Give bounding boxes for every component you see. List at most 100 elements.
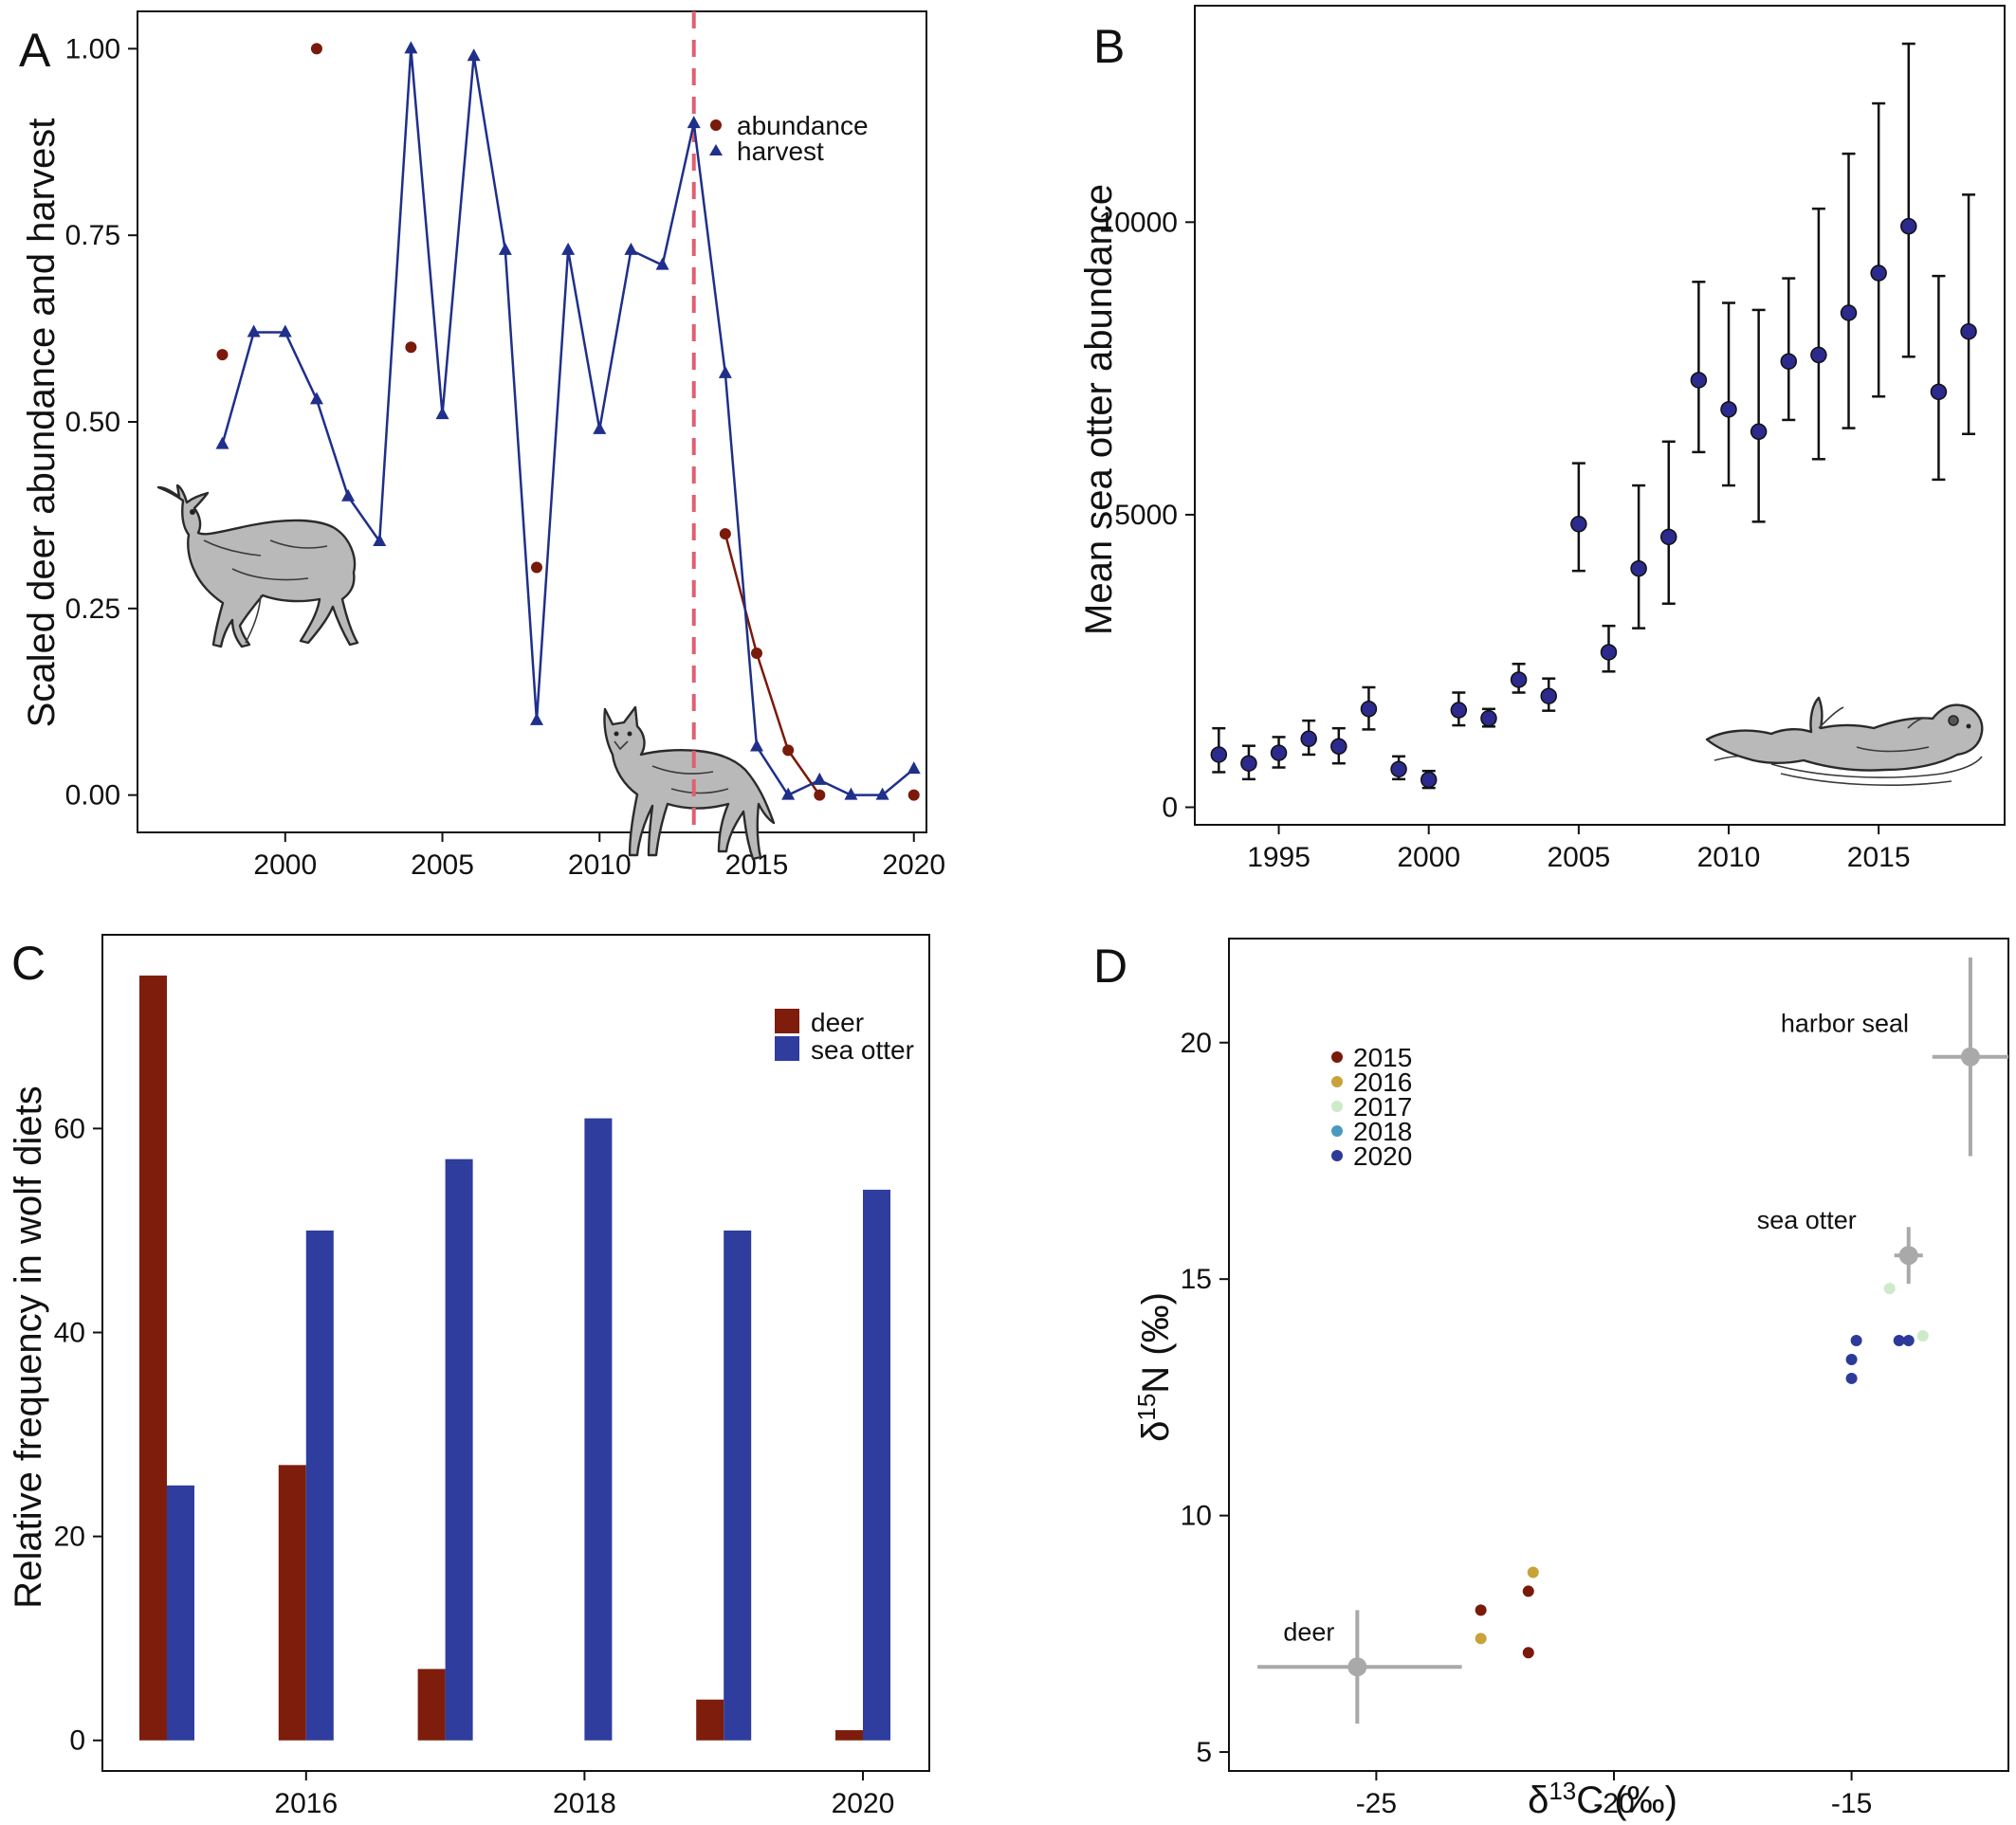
panel-d-letter: D [1093, 940, 1127, 993]
deer-bar-2019 [696, 1699, 724, 1741]
sea-otter-bar-2019 [724, 1230, 752, 1741]
sea-otter-illustration [1705, 696, 1984, 786]
panel-b: B Mean sea otter abundance 0 5000 10000 19… [1078, 5, 2006, 873]
abundance-point-2015 [751, 648, 763, 660]
deer-bar-2017 [417, 1669, 446, 1741]
otter-point-2001 [1450, 702, 1468, 719]
panel-b-y-axis-label: Mean sea otter abundance [1078, 184, 1120, 635]
sea-otter-bar-2020 [863, 1189, 890, 1741]
deer-bar-2015 [139, 976, 167, 1741]
x-tick-label: 2018 [553, 1788, 616, 1819]
deer-bar-2020 [835, 1729, 863, 1741]
otter-point-2017 [1930, 383, 1948, 401]
y-tick-label: 5 [1196, 1737, 1212, 1768]
otter-point-1997 [1330, 738, 1347, 756]
legend-2016-label: 2016 [1353, 1068, 1412, 1097]
panel-c-plot-frame [101, 934, 930, 1772]
abundance-point-2001 [310, 43, 322, 55]
panel-d-plot-frame [1228, 938, 2009, 1772]
panel-a-y-ticks: 0.00 0.25 0.50 0.75 1.00 [65, 33, 137, 812]
legend-harvest-marker [709, 144, 723, 155]
harvest-point-2017 [813, 772, 827, 785]
abundance-point-2016 [782, 744, 795, 757]
otter-point-2018 [1960, 322, 1977, 340]
y-tick-label: 20 [1181, 1028, 1212, 1059]
legend-abundance-marker [710, 119, 722, 131]
harvest-point-2016 [781, 787, 796, 800]
legend-sea-otter-label: sea otter [811, 1035, 914, 1065]
otter-point-2014 [1840, 304, 1858, 321]
panel-d-y-ticks: 5 10 15 20 [1181, 1028, 1229, 1768]
harvest-point-2002 [341, 488, 356, 502]
harvest-point-2013 [687, 116, 701, 129]
panel-c: C Relative frequency in wolf diets 0 20 40… [8, 934, 930, 1819]
y-tick-label: 0 [69, 1725, 85, 1757]
y-tick-label: 0.75 [65, 220, 120, 251]
legend-harvest-label: harvest [737, 137, 824, 166]
sea-otter-bar-2015 [167, 1485, 194, 1741]
panel-c-bars [139, 976, 890, 1741]
harvest-point-2007 [498, 242, 512, 255]
sea-otter-label: sea otter [1757, 1206, 1857, 1234]
legend-2020-label: 2020 [1353, 1141, 1412, 1171]
abundance-point-2017 [814, 789, 826, 801]
otter-point-1993 [1210, 746, 1228, 763]
isotope-point-2017-5 [1883, 1283, 1896, 1295]
panel-c-y-ticks: 0 20 40 60 [54, 1113, 102, 1757]
y-tick-label: 0 [1162, 792, 1178, 823]
x-tick-label: 1995 [1247, 842, 1310, 873]
isotope-point-2020-7 [1845, 1353, 1858, 1365]
x-tick-label: 2015 [1847, 842, 1911, 873]
y-tick-label: 0.25 [65, 593, 120, 625]
harvest-point-2010 [593, 421, 607, 434]
y-tick-label: 40 [54, 1317, 85, 1348]
otter-point-2003 [1510, 671, 1528, 688]
panel-c-legend: deer sea otter [775, 1008, 914, 1065]
abundance-point-2014 [719, 528, 731, 540]
harvest-point-2006 [467, 48, 481, 62]
otter-point-2004 [1540, 687, 1557, 704]
harvest-point-2011 [624, 242, 638, 255]
harvest-point-2003 [373, 533, 387, 546]
harvest-point-2009 [561, 242, 576, 255]
legend-sea-otter-swatch [775, 1036, 799, 1061]
x-tick-label: 2000 [253, 849, 317, 881]
x-tick-label: 2010 [1697, 842, 1761, 873]
otter-point-1998 [1360, 701, 1378, 718]
x-tick-label: 2005 [1547, 842, 1610, 873]
deer-illustration [156, 484, 359, 648]
y-tick-label: 5000 [1114, 500, 1178, 531]
panel-b-points [1210, 42, 1977, 790]
x-tick-label: 2000 [1397, 842, 1460, 873]
deer-mean-point [1347, 1657, 1367, 1677]
isotope-point-2020-11 [1902, 1335, 1915, 1347]
wolf-illustration [603, 705, 776, 861]
otter-point-2013 [1810, 346, 1827, 364]
legend-2017-marker [1331, 1101, 1343, 1112]
legend-2018-marker [1331, 1125, 1343, 1137]
legend-2016-marker [1331, 1076, 1343, 1087]
y-tick-label: 1.00 [65, 33, 120, 64]
sea-otter-bar-2016 [305, 1230, 334, 1741]
harvest-point-2000 [278, 324, 292, 338]
otter-point-2016 [1900, 217, 1917, 235]
panel-d-reference-groups: deer sea otter harbor seal [1257, 957, 2008, 1725]
panel-c-x-ticks: 2016 2018 2020 [274, 1771, 894, 1819]
y-tick-label: 10000 [1099, 207, 1178, 238]
panel-c-letter: C [11, 937, 46, 990]
harvest-point-2018 [844, 787, 858, 800]
x-tick-label: 2005 [411, 849, 474, 881]
y-tick-label: 60 [54, 1113, 85, 1144]
abundance-point-1998 [216, 349, 229, 361]
isotope-point-2016-4 [1527, 1566, 1539, 1579]
harvest-point-2012 [655, 257, 669, 270]
harvest-point-2014 [718, 365, 732, 378]
legend-2015-label: 2015 [1353, 1043, 1412, 1072]
legend-2018-label: 2018 [1353, 1117, 1412, 1146]
isotope-point-2020-9 [1850, 1335, 1862, 1347]
harbor-seal-label: harbor seal [1781, 1010, 1909, 1038]
isotope-point-2015-1 [1522, 1585, 1534, 1597]
otter-point-2002 [1480, 709, 1497, 727]
panel-b-letter: B [1093, 20, 1125, 73]
